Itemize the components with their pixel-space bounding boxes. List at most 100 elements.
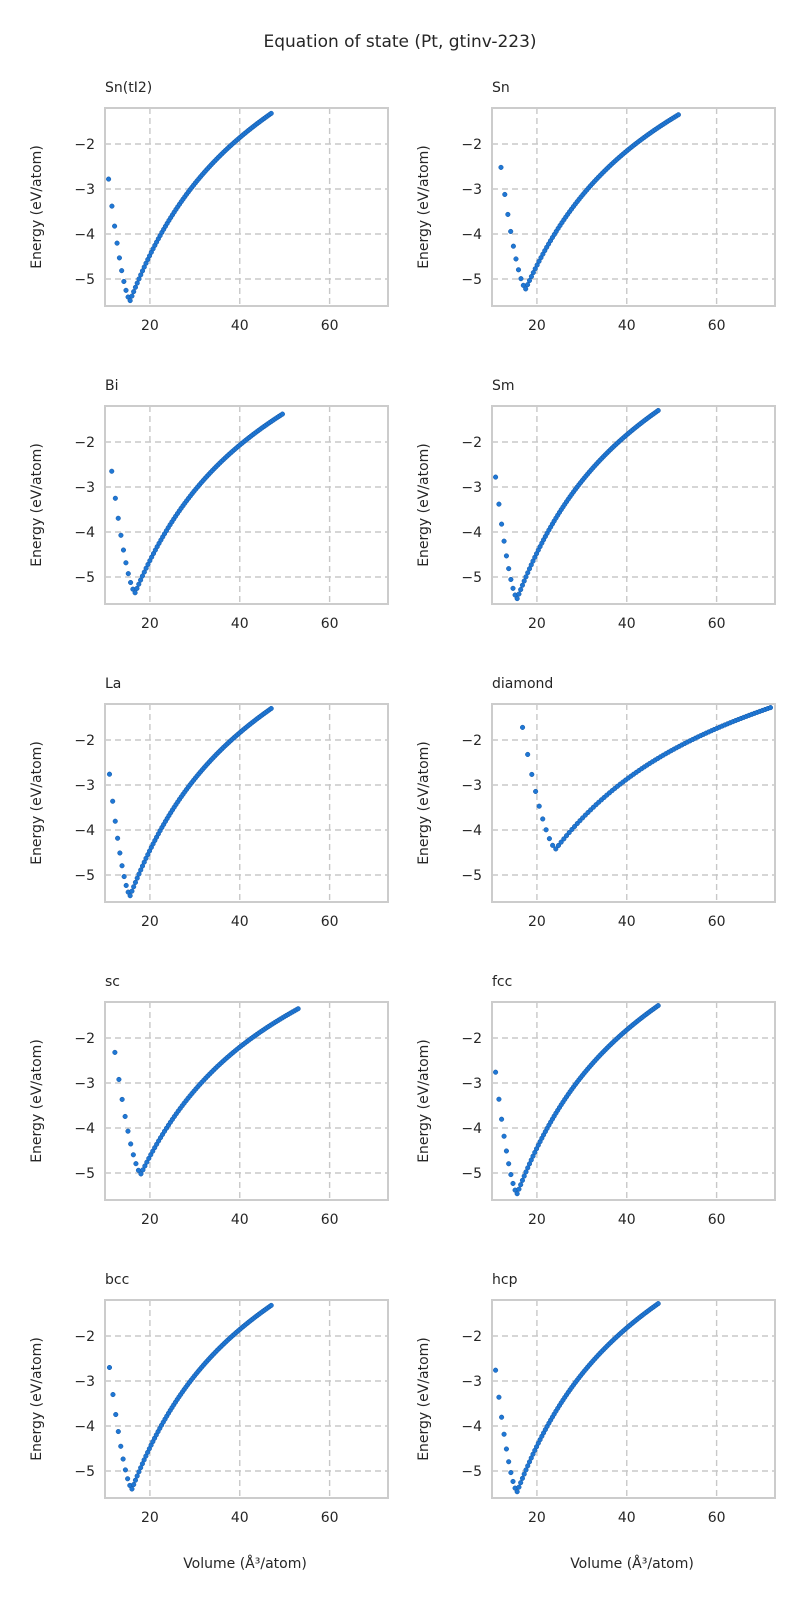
data-point: [109, 468, 115, 474]
data-point: [675, 112, 681, 118]
data-point: [123, 560, 129, 566]
y-tick-label: −5: [461, 272, 482, 288]
y-axis-label: Energy (eV/atom): [29, 741, 45, 865]
data-point: [129, 293, 135, 299]
data-point: [503, 1148, 509, 1154]
plot-frame: [104, 1299, 389, 1499]
data-point: [128, 1141, 134, 1147]
data-point: [268, 1302, 274, 1308]
panel-fcc: fcc 20 40 60 −2 −3 −4 −5 Energy (eV/atom): [416, 974, 776, 1228]
y-axis-label: Energy (eV/atom): [29, 1039, 45, 1163]
panel-bi: Bi 20 40 60 −2 −3 −4 −5 Energy (eV/atom): [29, 378, 389, 632]
data-point: [120, 547, 127, 553]
data-point: [123, 287, 129, 293]
data-point: [501, 1133, 507, 1139]
plot-frame: [491, 703, 776, 903]
data-point: [118, 532, 124, 538]
data-point: [122, 1467, 128, 1473]
data-point: [295, 1006, 301, 1012]
data-point: [510, 1180, 516, 1186]
x-tick-label: 60: [708, 1212, 726, 1228]
data-point: [519, 582, 525, 588]
data-point: [561, 836, 567, 842]
data-point: [110, 798, 116, 804]
data-point: [131, 1482, 137, 1488]
y-tick-label: −4: [74, 1121, 95, 1137]
data-point: [516, 591, 522, 597]
y-tick-label: −3: [461, 1374, 482, 1390]
x-tick-label: 40: [618, 914, 636, 930]
data-point: [499, 1116, 505, 1122]
data-point: [518, 587, 524, 593]
x-tick-label: 40: [618, 318, 636, 334]
data-point: [514, 596, 520, 602]
panel-title: Bi: [105, 378, 119, 394]
y-axis-label: Energy (eV/atom): [29, 1337, 45, 1461]
y-tick-label: −4: [74, 823, 95, 839]
x-axis-label-right: Volume (Å³/atom): [570, 1555, 694, 1572]
data-point: [125, 1476, 131, 1482]
panel-title: Sm: [492, 378, 515, 394]
y-tick-label: −2: [74, 137, 95, 153]
data-point: [518, 1182, 524, 1188]
plot-frame: [491, 1299, 776, 1499]
data-point: [519, 1177, 525, 1183]
data-point: [536, 803, 542, 809]
x-tick-label: 60: [321, 1212, 339, 1228]
y-tick-label: −5: [461, 1464, 482, 1480]
data-point: [655, 1301, 661, 1307]
data-point: [134, 585, 140, 591]
data-point: [521, 1173, 527, 1179]
x-tick-label: 60: [321, 318, 339, 334]
x-tick-label: 20: [141, 318, 159, 334]
data-point: [493, 474, 499, 480]
data-point: [493, 1069, 499, 1075]
y-tick-label: −4: [461, 525, 482, 541]
panel-diamond: diamond 20 40 60 −2 −3 −4 −5 Energy (eV/atom): [416, 676, 776, 930]
y-tick-label: −5: [74, 868, 95, 884]
data-point: [496, 1096, 502, 1102]
data-point: [119, 863, 125, 869]
x-tick-label: 60: [708, 616, 726, 632]
x-tick-label: 40: [231, 914, 249, 930]
y-tick-label: −3: [74, 1076, 95, 1092]
plot-frame: [491, 405, 776, 605]
data-point: [518, 276, 524, 282]
x-tick-label: 20: [141, 616, 159, 632]
panel-title: Sn(tI2): [105, 80, 152, 96]
data-point: [128, 579, 134, 586]
data-point: [279, 411, 285, 417]
y-tick-label: −3: [461, 182, 482, 198]
x-tick-label: 40: [618, 1510, 636, 1526]
data-point: [121, 278, 127, 285]
data-point: [131, 884, 137, 890]
y-tick-label: −3: [74, 182, 95, 198]
data-point: [498, 164, 504, 170]
y-tick-label: −4: [461, 1121, 482, 1137]
data-point: [115, 515, 121, 521]
data-point: [119, 268, 125, 274]
y-tick-label: −2: [461, 435, 482, 451]
data-point: [123, 882, 129, 889]
panel-la: La 20 40 60 −2 −3 −4 −5 Energy (eV/atom): [29, 676, 389, 930]
data-point: [129, 888, 135, 894]
y-tick-label: −2: [74, 733, 95, 749]
x-tick-label: 20: [141, 914, 159, 930]
data-point: [110, 1391, 116, 1398]
x-tick-label: 40: [231, 1212, 249, 1228]
data-point: [499, 1414, 505, 1420]
y-tick-label: −2: [461, 733, 482, 749]
x-tick-label: 60: [708, 1510, 726, 1526]
data-point: [525, 751, 531, 757]
data-point: [133, 1161, 139, 1167]
data-point: [546, 836, 552, 842]
data-point: [655, 1003, 661, 1009]
x-tick-label: 40: [618, 616, 636, 632]
data-point: [767, 705, 774, 711]
data-point: [118, 1443, 124, 1449]
y-tick-label: −3: [461, 1076, 482, 1092]
data-point: [502, 191, 508, 197]
y-tick-label: −2: [74, 1329, 95, 1345]
y-axis-label: Energy (eV/atom): [416, 443, 432, 567]
